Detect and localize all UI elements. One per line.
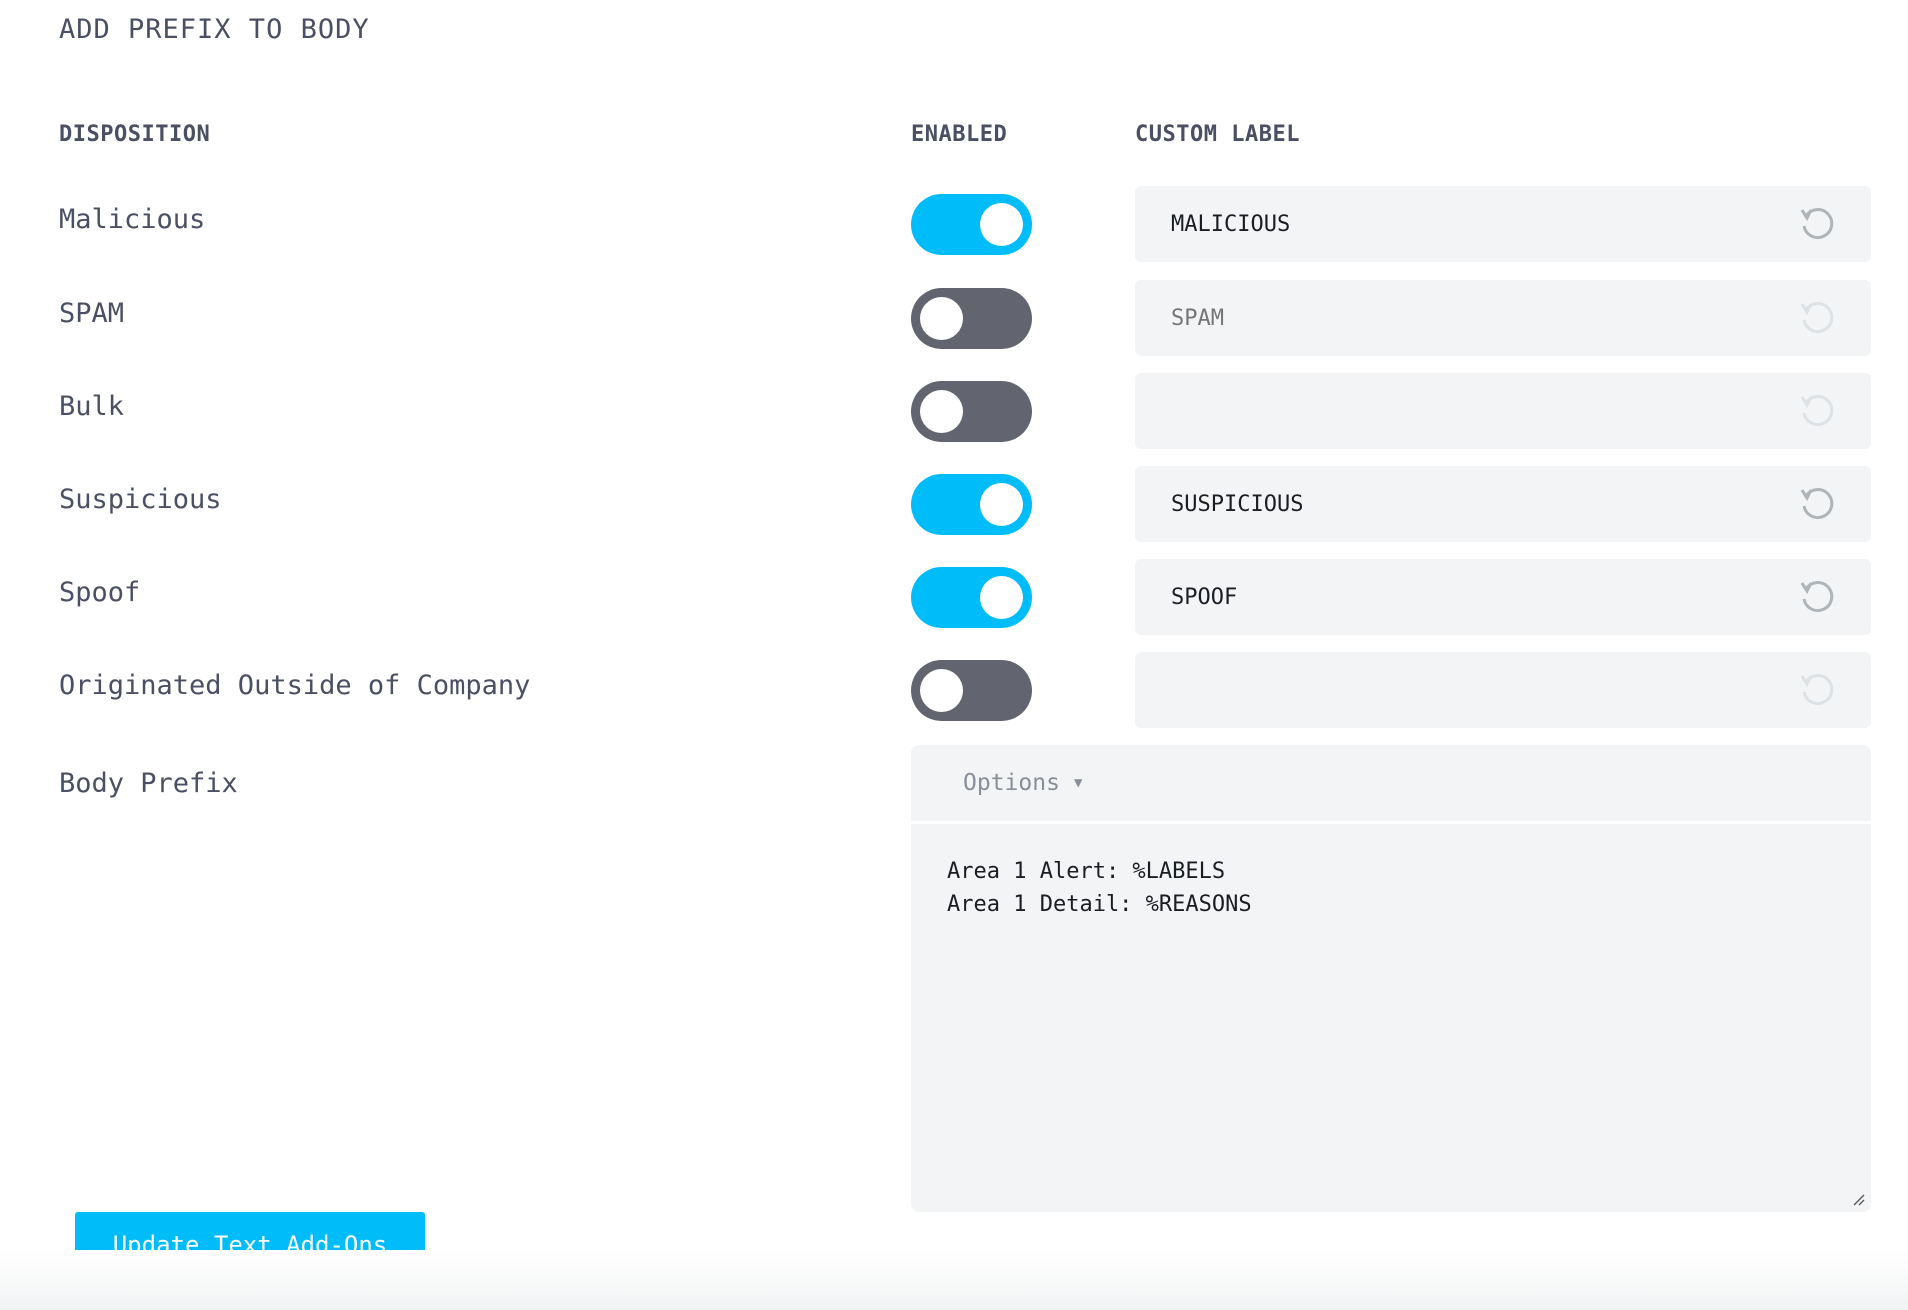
custom-label-input-malicious[interactable] bbox=[1171, 186, 1771, 262]
section-title: ADD PREFIX TO BODY bbox=[59, 14, 370, 45]
custom-label-field-bulk bbox=[1135, 373, 1871, 449]
toggle-knob bbox=[920, 390, 963, 433]
toggle-originated-outside-of-company[interactable] bbox=[911, 660, 1032, 721]
reset-undo-icon[interactable] bbox=[1797, 670, 1837, 710]
custom-label-input-suspicious[interactable] bbox=[1171, 466, 1771, 542]
reset-undo-icon[interactable] bbox=[1797, 577, 1837, 617]
disposition-label-suspicious: Suspicious bbox=[59, 484, 222, 515]
resize-grip-icon[interactable] bbox=[1849, 1190, 1865, 1206]
disposition-label-malicious: Malicious bbox=[59, 204, 206, 235]
toggle-knob bbox=[980, 203, 1023, 246]
toggle-spam[interactable] bbox=[911, 288, 1032, 349]
toggle-knob bbox=[920, 669, 963, 712]
toggle-spoof[interactable] bbox=[911, 567, 1032, 628]
toggle-knob bbox=[980, 576, 1023, 619]
custom-label-field-suspicious bbox=[1135, 466, 1871, 542]
toggle-knob bbox=[980, 483, 1023, 526]
custom-label-input-spam[interactable] bbox=[1171, 280, 1771, 356]
custom-label-field-spoof bbox=[1135, 559, 1871, 635]
body-prefix-textarea[interactable]: Area 1 Alert: %LABELS Area 1 Detail: %RE… bbox=[947, 859, 1252, 917]
header-disposition: DISPOSITION bbox=[59, 122, 211, 147]
disposition-label-spoof: Spoof bbox=[59, 577, 141, 608]
header-custom-label: CUSTOM LABEL bbox=[1135, 122, 1300, 147]
bottom-fade bbox=[0, 1250, 1908, 1310]
custom-label-field-malicious bbox=[1135, 186, 1871, 262]
options-dropdown[interactable]: Options ▼ bbox=[911, 745, 1871, 824]
options-label: Options bbox=[963, 770, 1060, 796]
toggle-knob bbox=[920, 297, 963, 340]
reset-undo-icon[interactable] bbox=[1797, 484, 1837, 524]
toggle-malicious[interactable] bbox=[911, 194, 1032, 255]
toggle-suspicious[interactable] bbox=[911, 474, 1032, 535]
reset-undo-icon[interactable] bbox=[1797, 298, 1837, 338]
disposition-label-originated-outside-of-company: Originated Outside of Company bbox=[59, 670, 531, 701]
custom-label-input-bulk[interactable] bbox=[1171, 373, 1771, 449]
custom-label-field-originated-outside-of-company bbox=[1135, 652, 1871, 728]
disposition-label-bulk: Bulk bbox=[59, 391, 125, 422]
toggle-bulk[interactable] bbox=[911, 381, 1032, 442]
header-enabled: ENABLED bbox=[911, 122, 1008, 147]
body-prefix-label: Body Prefix bbox=[59, 768, 238, 799]
reset-undo-icon[interactable] bbox=[1797, 391, 1837, 431]
disposition-label-spam: SPAM bbox=[59, 298, 125, 329]
custom-label-input-originated-outside-of-company[interactable] bbox=[1171, 652, 1771, 728]
body-prefix-editor: Options ▼ Area 1 Alert: %LABELS Area 1 D… bbox=[911, 745, 1871, 1212]
reset-undo-icon[interactable] bbox=[1797, 204, 1837, 244]
caret-down-icon: ▼ bbox=[1073, 775, 1083, 791]
custom-label-input-spoof[interactable] bbox=[1171, 559, 1771, 635]
custom-label-field-spam bbox=[1135, 280, 1871, 356]
